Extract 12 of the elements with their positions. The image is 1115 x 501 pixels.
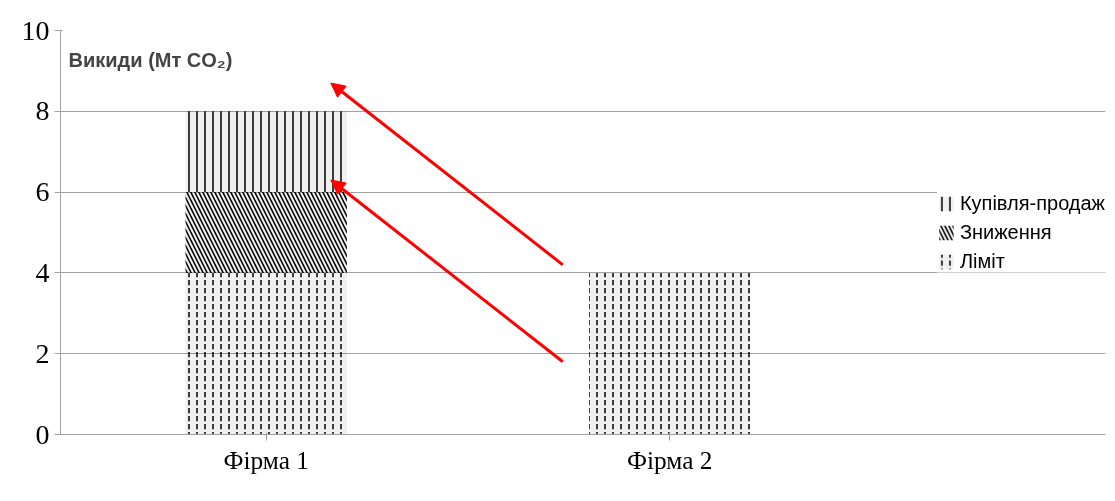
x-tick-label: Фірма 1 [223,445,309,474]
y-tick-label: 8 [35,95,50,127]
y-tick-label: 6 [35,176,50,208]
y-axis-title: Викиди (Мт CO₂) [68,48,233,71]
y-tick-label: 4 [35,256,50,288]
legend-label: Зниження [959,220,1052,244]
legend-label: Ліміт [959,249,1005,273]
y-tick-label: 10 [21,14,50,46]
legend-label: Купівля-продаж [959,191,1105,215]
x-tick-label: Фірма 2 [627,445,713,474]
y-tick-label: 0 [35,418,50,450]
y-tick-label: 2 [35,337,50,369]
